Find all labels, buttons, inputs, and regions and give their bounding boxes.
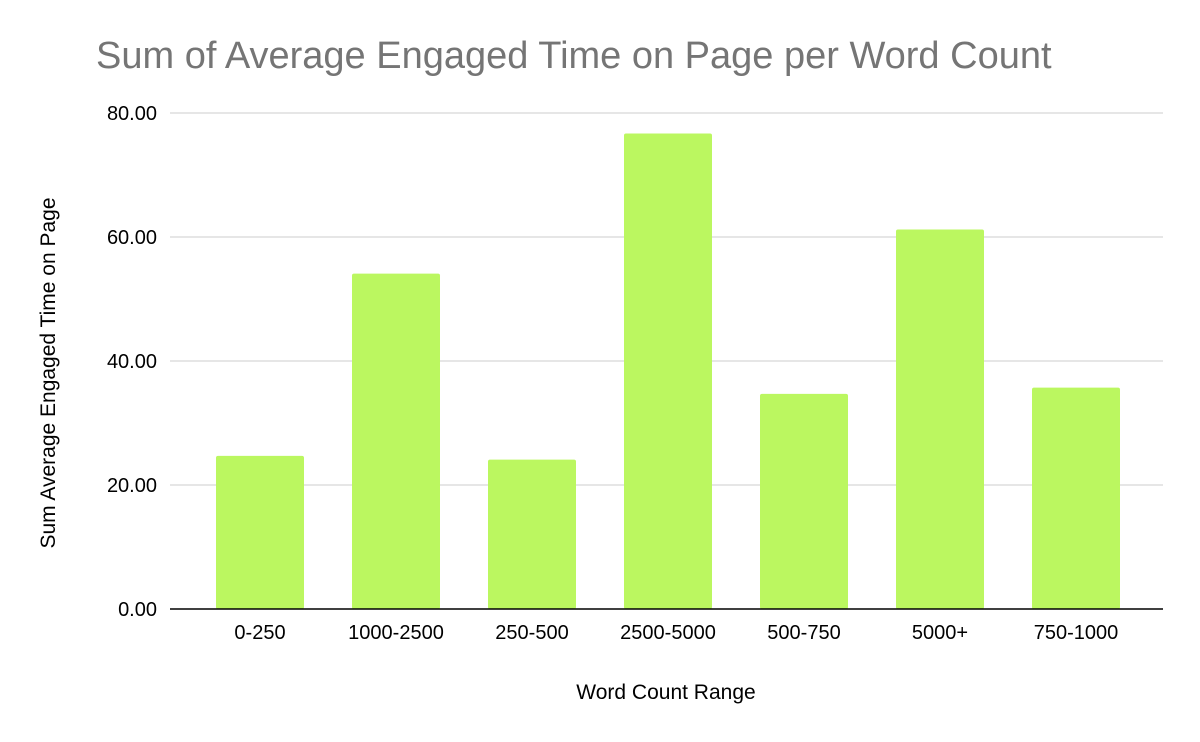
y-axis-label: Sum Average Engaged Time on Page [37,197,60,548]
bar-750-1000 [1032,387,1120,609]
x-tick-label: 0-250 [234,622,285,644]
x-tick-label: 5000+ [912,622,968,644]
x-tick-label: 2500-5000 [620,622,716,644]
x-axis-ticks: 0-250 1000-2500 250-500 2500-5000 500-750 500… [234,622,1118,644]
bars [216,133,1120,609]
bar-1000-2500 [352,273,440,609]
bar-0-250 [216,455,304,609]
y-axis-ticks: 0.00 20.00 40.00 60.00 80.00 [107,103,157,621]
x-tick-label: 1000-2500 [348,622,444,644]
y-tick-label: 40.00 [107,351,157,373]
y-tick-label: 80.00 [107,103,157,125]
bar-500-750 [760,393,848,609]
x-tick-label: 750-1000 [1034,622,1119,644]
y-tick-label: 0.00 [118,599,157,621]
y-tick-label: 20.00 [107,475,157,497]
x-axis-label: Word Count Range [576,681,755,704]
bar-2500-5000 [624,133,712,609]
y-tick-label: 60.00 [107,227,157,249]
x-tick-label: 250-500 [495,622,568,644]
bar-250-500 [488,459,576,609]
chart-title: Sum of Average Engaged Time on Page per … [96,35,1052,77]
bar-5000+ [896,229,984,609]
x-tick-label: 500-750 [767,622,840,644]
